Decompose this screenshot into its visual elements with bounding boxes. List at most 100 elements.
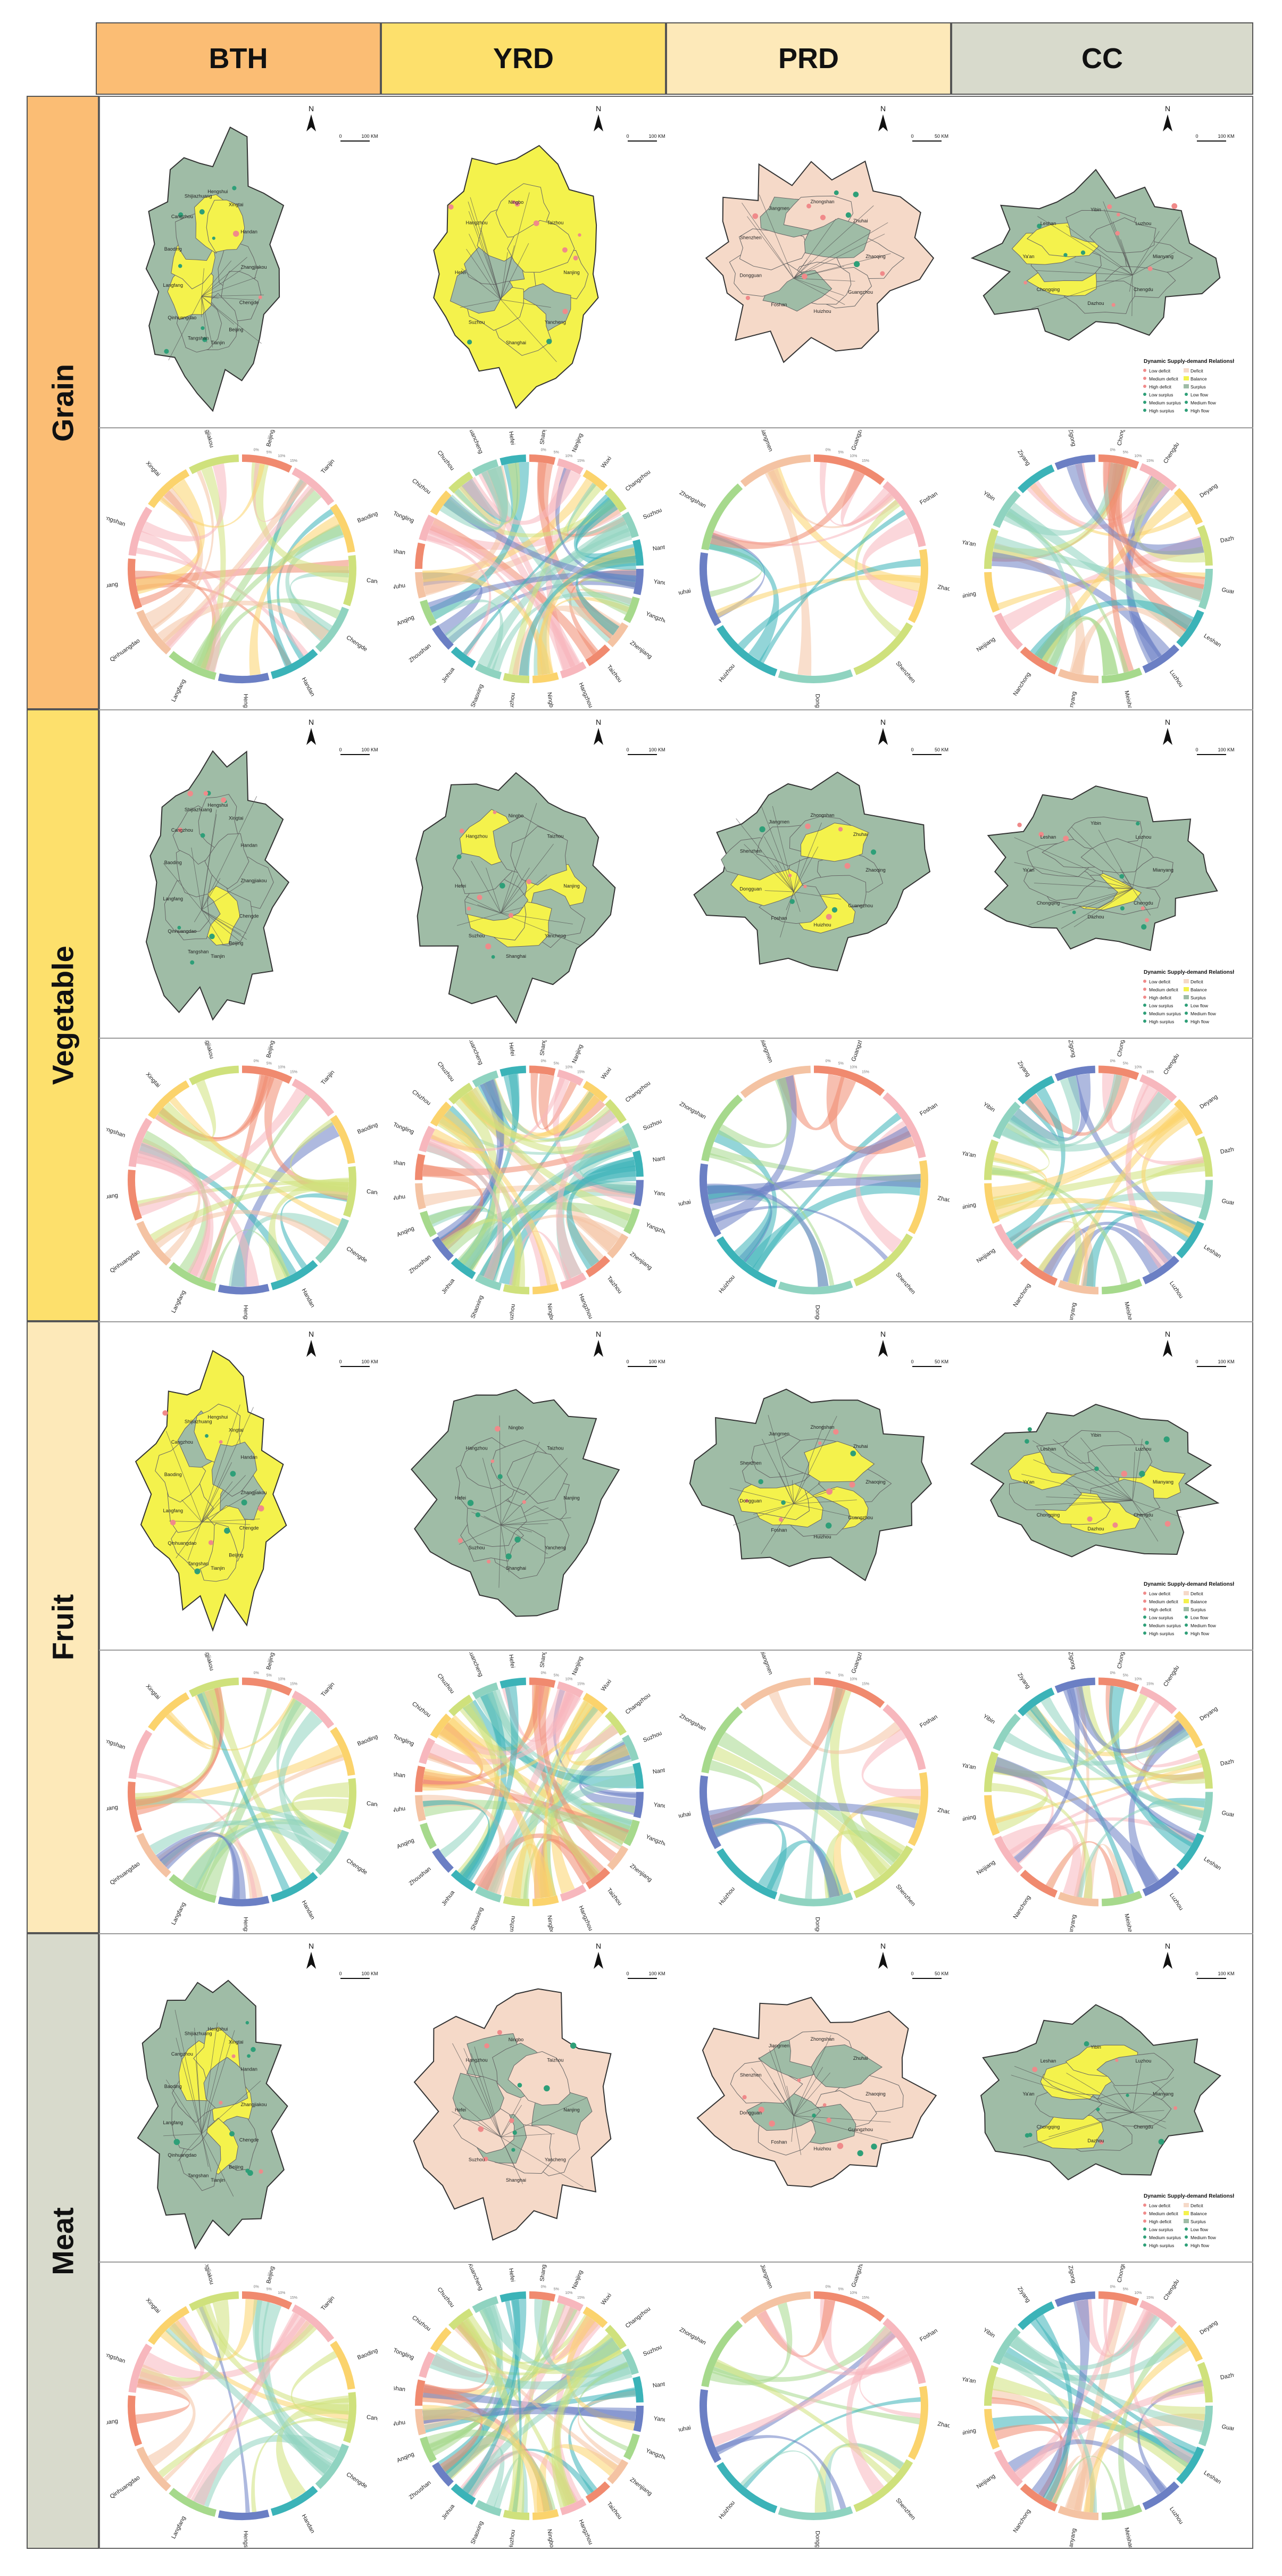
supply-point: [844, 863, 851, 869]
chord-ribbon: [463, 1086, 630, 1155]
supply-point: [219, 1440, 223, 1444]
chord-arc: [984, 2409, 1000, 2450]
flow-line: [793, 859, 801, 892]
chord-ribbon: [556, 1109, 619, 1279]
legend-swatch: [1143, 401, 1146, 404]
scale-label: 100 KM: [361, 134, 378, 139]
legend-item: Medium flow: [1191, 2235, 1217, 2240]
chord-label: Jinhua: [440, 1889, 456, 1907]
flow-line: [201, 882, 245, 910]
legend-swatch: [1184, 995, 1189, 999]
scale-zero: 0: [626, 134, 629, 139]
chord-svg: ChongqingChengduDeyangDazhouGuang'anLesh…: [963, 1652, 1234, 1932]
legend-item: Low deficit: [1149, 2203, 1171, 2208]
legend-title: Dynamic Supply-demand Relationships: [1144, 1581, 1234, 1587]
supply-point: [178, 264, 182, 268]
flow-line: [1031, 275, 1133, 309]
legend-item: Deficit: [1191, 979, 1203, 984]
map-panel-vegetable-bth: Zhangjiakou Chengde Beijing Tianjin Tangshan…: [106, 712, 378, 1037]
chord-label: Shaoxing: [470, 1295, 485, 1320]
flow-line: [1132, 1500, 1152, 1521]
supply-point: [512, 200, 516, 204]
flow-line: [764, 890, 794, 892]
chord-label: Yancheng: [653, 1802, 665, 1811]
chord-arc: [529, 2291, 556, 2302]
chord-arc: [699, 1775, 721, 1849]
chord-ribbon: [462, 2299, 521, 2494]
chord-label: Hangzhou: [577, 1293, 594, 1320]
place-label: Ya'an: [1022, 867, 1034, 873]
scale-zero: 0: [1195, 1971, 1198, 1976]
chord-arc: [270, 1872, 318, 1902]
north-label: N: [1165, 718, 1170, 726]
flow-line: [1129, 275, 1133, 292]
chord-arc: [1102, 2504, 1143, 2520]
place-label: Yibin: [1090, 821, 1101, 826]
place-label: Chongqing: [1037, 2124, 1060, 2130]
flow-line: [732, 1503, 794, 1526]
supply-point: [826, 1488, 833, 1495]
scale-zero: 0: [1195, 134, 1198, 139]
chord-ribbon: [536, 2444, 618, 2513]
chord-arc: [908, 549, 928, 623]
place-label: Huizhou: [813, 2146, 831, 2151]
place-label: Guangzhou: [848, 903, 873, 908]
supply-point: [1121, 1470, 1128, 1477]
supply-point: [1099, 2140, 1104, 2144]
chord-ribbon: [427, 1755, 622, 1850]
chord-label: Beijing: [265, 1652, 276, 1670]
chord-label: Meishan: [1123, 1301, 1134, 1320]
chord-arc: [448, 2308, 473, 2330]
column-header-bth: BTH: [96, 22, 381, 95]
place-label: Taizhou: [547, 2058, 563, 2063]
legend-item: Medium flow: [1191, 1011, 1217, 1016]
flow-line: [1073, 1494, 1133, 1501]
chord-ribbon: [712, 1746, 891, 1876]
chord-label: Dongguan: [814, 1305, 821, 1320]
flow-line: [471, 860, 501, 914]
supply-point: [178, 827, 183, 833]
chord-label: Suzhou: [642, 1730, 663, 1744]
chord-label: Zhuhai: [678, 1811, 692, 1820]
chord-ribbon: [993, 2376, 1189, 2475]
flow-line: [1014, 862, 1133, 889]
chord-label: Wuxi: [600, 1678, 613, 1693]
district: [1087, 1444, 1153, 1478]
chord-label: Anqing: [396, 1837, 415, 1850]
flow-line: [1112, 221, 1133, 276]
tick-label: 0%: [826, 2285, 831, 2289]
chord-ribbon: [161, 1754, 344, 1867]
tick-label: 15%: [862, 1683, 869, 1686]
flow-line: [1132, 1452, 1135, 1501]
chord-arc: [503, 673, 529, 683]
legend-item: Surplus: [1191, 1607, 1206, 1612]
place-label: Leshan: [1040, 1446, 1056, 1452]
chord-label: Baoding: [356, 1122, 378, 1136]
chord-label: Wuxi: [600, 1066, 613, 1081]
supply-point: [1115, 230, 1120, 236]
chord-label: Luzhou: [1168, 1280, 1184, 1300]
place-label: Tangshan: [188, 2173, 209, 2179]
chord-ribbon: [460, 1703, 601, 1879]
legend-item: Low flow: [1191, 1003, 1209, 1008]
supply-point: [818, 1441, 822, 1445]
supply-point: [456, 854, 462, 859]
chord-ribbon: [711, 2347, 909, 2447]
chord-label: Huzhou: [508, 1916, 517, 1932]
supply-point: [769, 2120, 775, 2127]
flow-line: [751, 2068, 794, 2116]
chord-arc: [148, 469, 190, 508]
flow-line: [768, 1415, 794, 1504]
place-label: Yancheng: [545, 1545, 566, 1550]
legend-swatch: [1184, 368, 1189, 372]
chord-arc: [472, 459, 499, 476]
supply-point: [457, 1538, 463, 1543]
chord-ribbon: [1108, 462, 1204, 601]
chord-label: Shenzhen: [894, 2497, 917, 2521]
chord-panel-vegetable-prd: Guangzhou Foshan Zhaoqing Shenzhen Dongguan H…: [678, 1040, 950, 1320]
flow-line: [501, 299, 557, 362]
legend-swatch: [1185, 1631, 1188, 1635]
supply-point: [1023, 280, 1027, 285]
place-label: Taizhou: [547, 1446, 563, 1451]
chord-arc: [605, 2325, 627, 2350]
